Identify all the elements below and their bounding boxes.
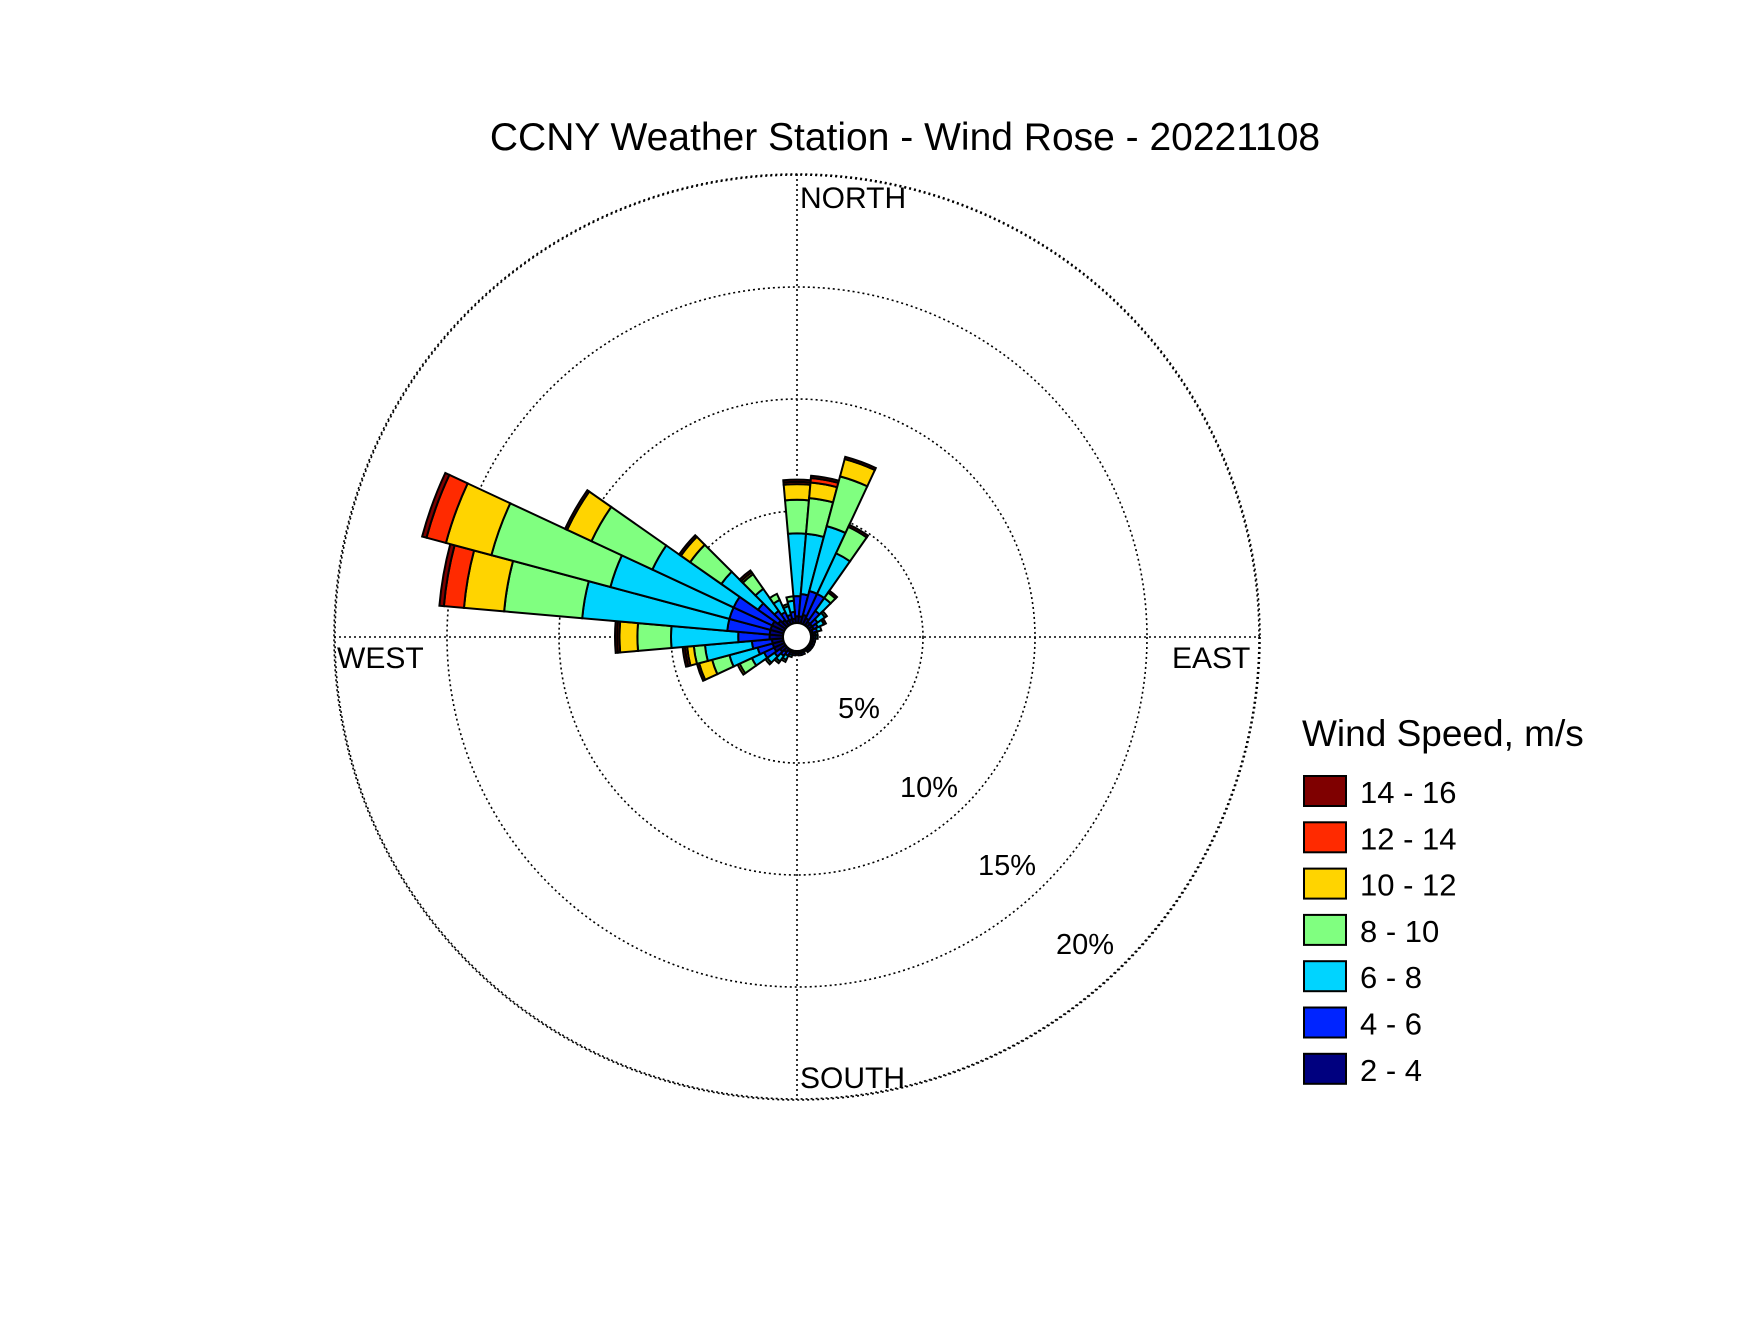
direction-label-east: EAST [1172,642,1250,675]
direction-label-north: NORTH [800,182,906,215]
legend-label-4-6: 4 - 6 [1360,1007,1422,1042]
petal-60-bin-14-16 [819,617,828,626]
grid-ring-15 [446,286,1148,988]
petal-30-bin-14-16 [847,523,870,539]
ring-label-10: 10% [900,772,958,804]
direction-label-west: WEST [337,642,424,675]
legend-swatch-10-12 [1303,867,1347,900]
ring-label-15: 15% [978,850,1036,882]
legend-label-8-10: 8 - 10 [1360,914,1439,949]
legend-label-6-8: 6 - 8 [1360,960,1422,995]
petal-270-bin-10-12 [618,620,640,654]
legend-swatch-14-16 [1303,775,1347,807]
legend-label-10-12: 10 - 12 [1360,868,1457,903]
petal-350-bin-8-10 [785,595,795,604]
petal-20-bin-14-16 [843,455,878,472]
petals [420,455,878,683]
petal-140-bin-4-6 [804,647,812,654]
petal-310-bin-14-16 [677,533,699,558]
legend-title: Wind Speed, m/s [1302,713,1584,754]
legend-swatch-8-10 [1303,913,1347,946]
legend-swatch-4-6 [1303,1006,1347,1039]
petal-270-bin-8-10 [636,622,673,652]
ring-label-20: 20% [1056,929,1114,961]
legend-label-14-16: 14 - 16 [1360,775,1457,810]
petal-330-bin-8-10 [768,592,782,605]
legend-items: 14 - 16 12 - 14 10 - 12 8 - 10 6 - 8 4 - 6 2 -… [1303,775,1457,1088]
calm-center-circle [782,622,812,652]
legend: Wind Speed, m/s 14 - 16 12 - 14 10 - 12 8 -… [1302,713,1584,1088]
petal-300-bin-14-16 [563,488,591,532]
legend-label-2-4: 2 - 4 [1360,1053,1422,1088]
petal-320-bin-14-16 [738,569,754,583]
petal-70-bin-6-8 [814,625,823,633]
chart-title: CCNY Weather Station - Wind Rose - 20221… [490,116,1320,159]
petal-40-bin-14-16 [826,589,839,601]
petal-50-bin-8-10 [819,609,829,619]
ring-label-5: 5% [838,693,880,725]
legend-label-12-14: 12 - 14 [1360,821,1457,856]
petal-0-bin-10-12 [782,483,812,502]
legend-swatch-6-8 [1303,960,1347,993]
legend-swatch-12-14 [1303,821,1347,854]
direction-label-south: SOUTH [800,1062,905,1095]
legend-swatch-2-4 [1303,1052,1347,1085]
petal-0-bin-8-10 [783,498,811,535]
petal-270-bin-14-16 [614,620,620,654]
petal-0-bin-14-16 [782,478,812,484]
polar-grid [333,173,1261,1101]
petal-290-bin-14-16 [420,471,451,539]
